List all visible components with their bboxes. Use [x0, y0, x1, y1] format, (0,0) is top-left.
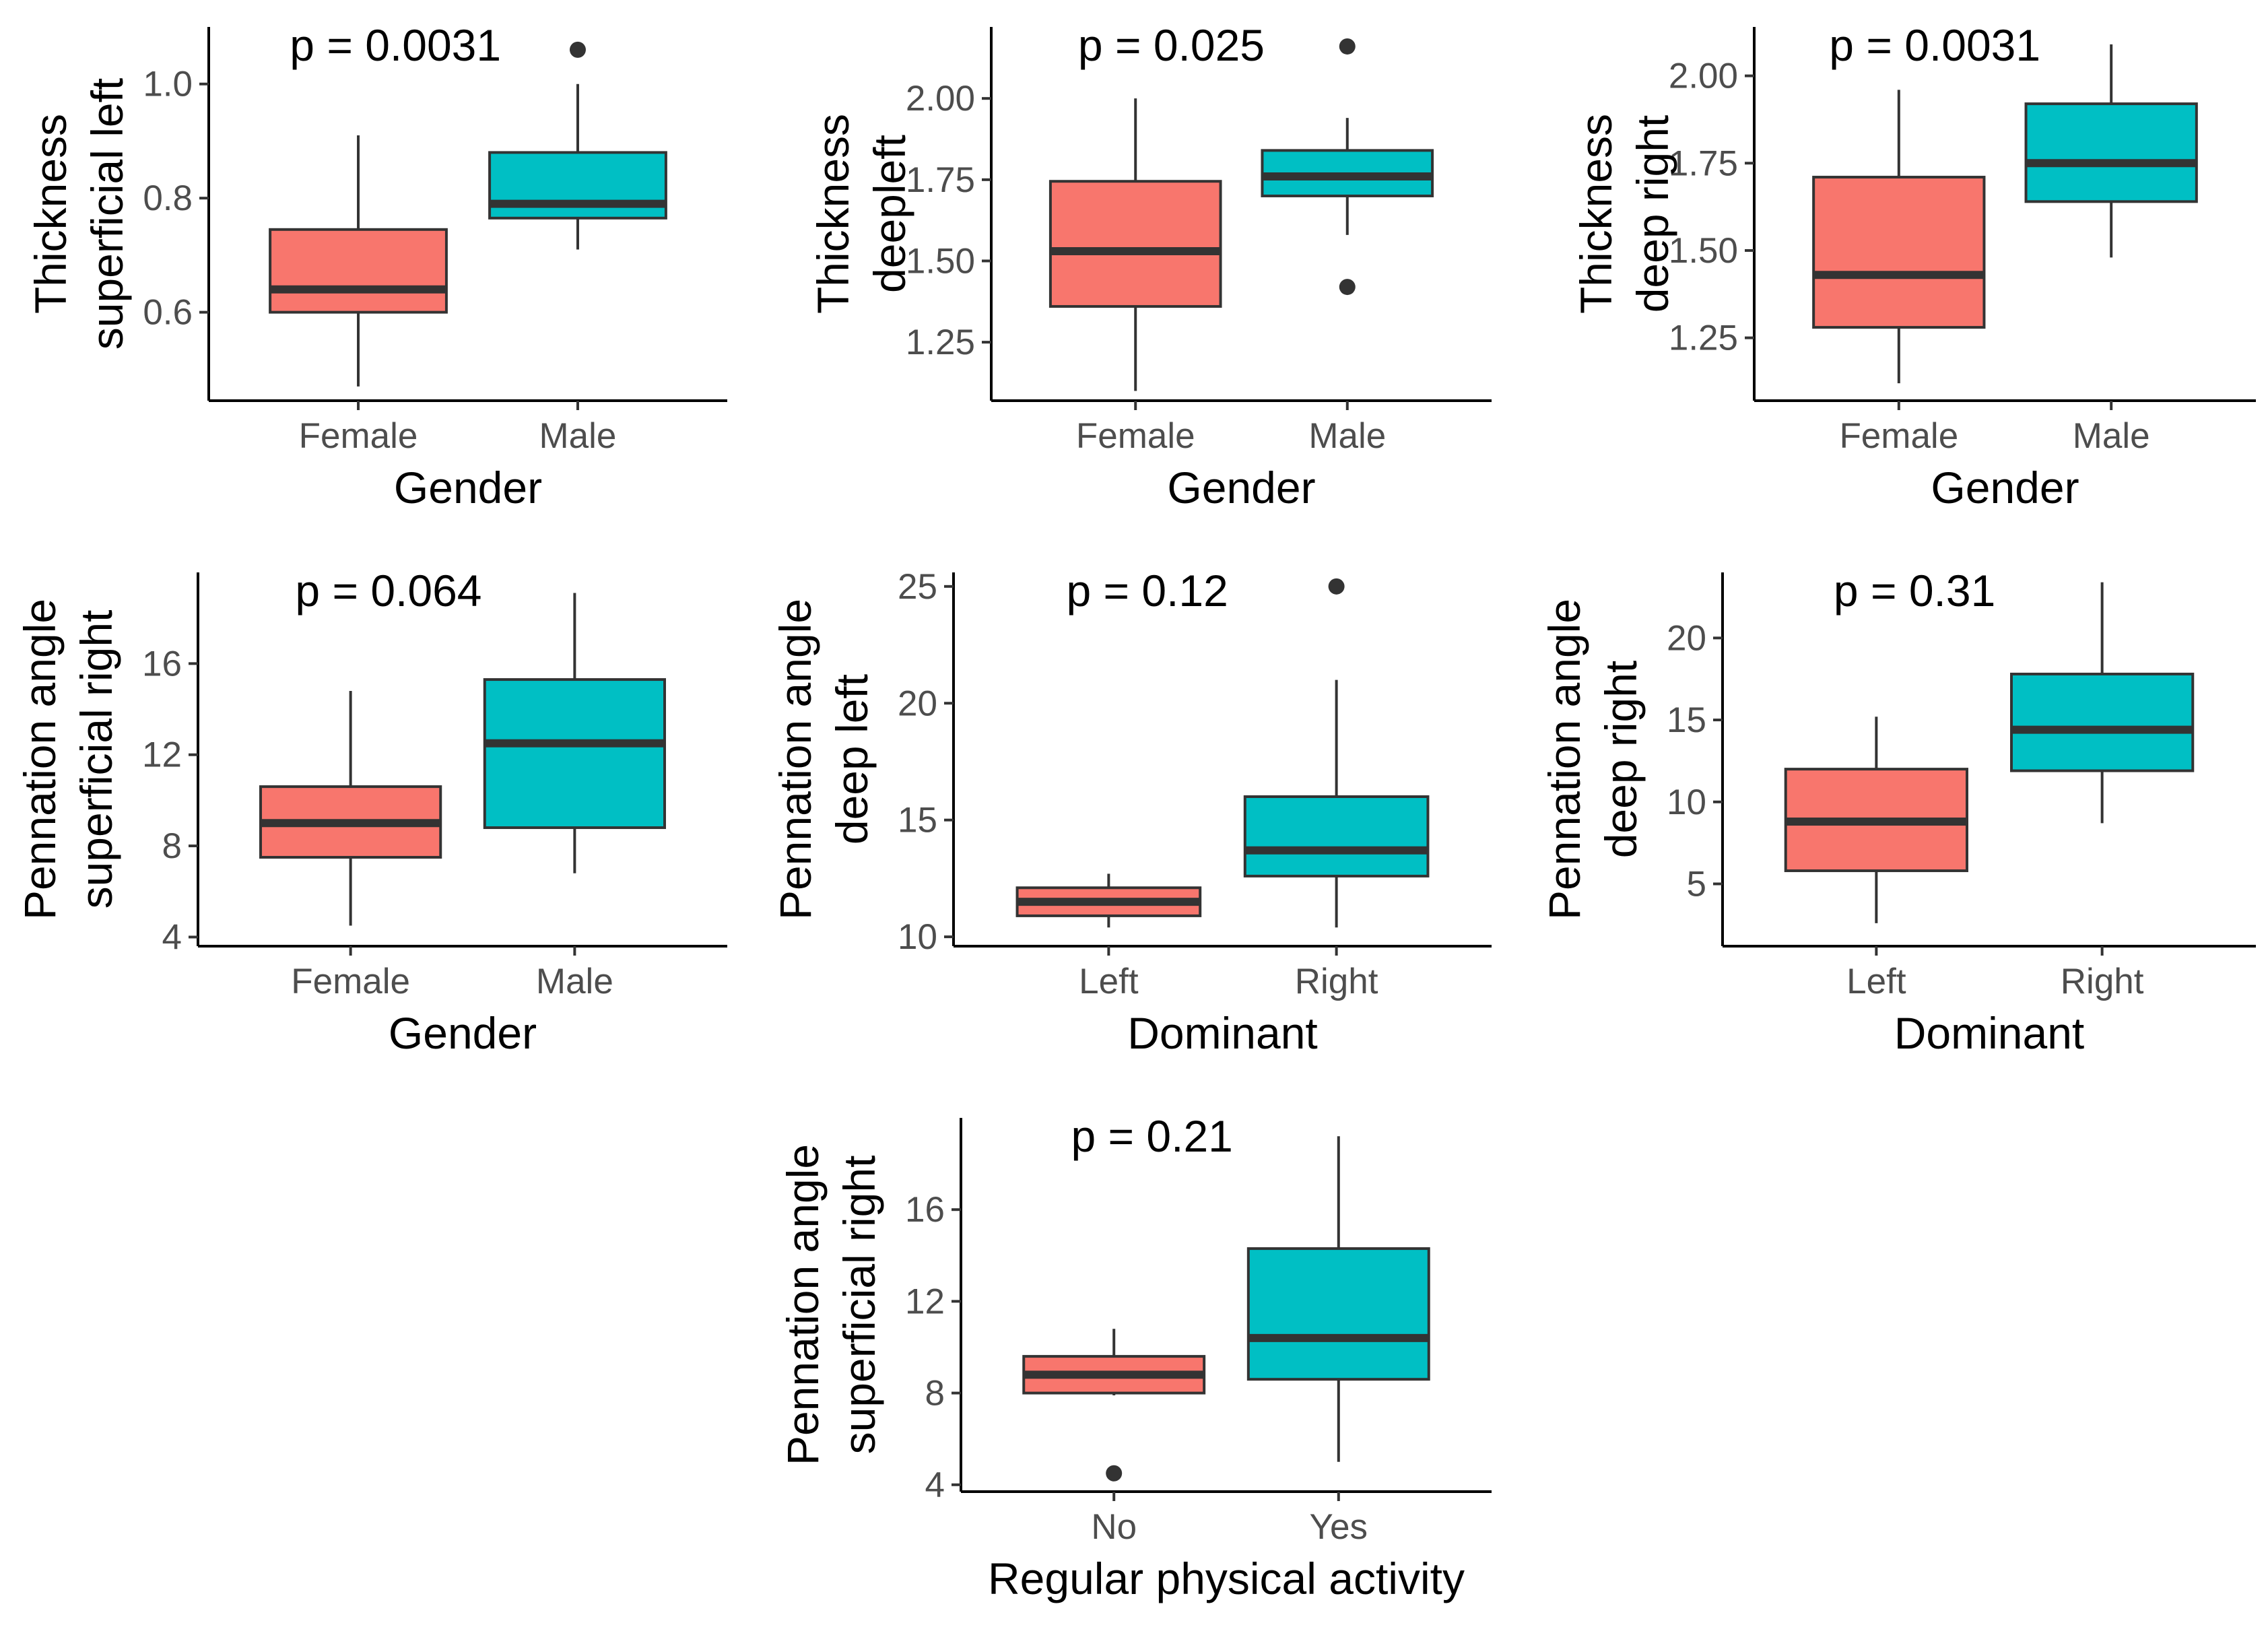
y-axis-title-line: deep left [827, 674, 877, 844]
panel-6: 5 10 15 20 Left Right Dominant Pennation angle d… [1539, 566, 2256, 1058]
x-axis-title: Gender [394, 463, 542, 512]
panel-4: 4 8 12 16 Female Male Gender Pennation angle sup… [15, 566, 727, 1058]
y-tick-label: 1.0 [143, 65, 193, 104]
x-tick-label: Right [2061, 962, 2144, 1001]
box-female [269, 228, 448, 314]
panel-7: 4 8 12 16 No Yes Regular physical activity Penn… [778, 1111, 1492, 1603]
y-tick-label: 15 [1667, 700, 1706, 740]
outlier-point [1339, 279, 1356, 296]
y-tick-label: 16 [905, 1190, 945, 1230]
y-axis-title: Pennation angle deep right [1539, 599, 1646, 920]
box-yes [1246, 1247, 1430, 1381]
box-male [483, 678, 666, 830]
y-axis-title: Pennation angle superficial right [15, 599, 121, 920]
y-axis-title-line: superficial right [834, 1156, 884, 1455]
box-male [488, 151, 667, 220]
y-tick-label: 2.00 [1669, 57, 1738, 96]
p-value-label: p = 0.31 [1834, 566, 1995, 616]
y-tick-label: 12 [142, 735, 182, 775]
x-tick-label: Female [291, 962, 410, 1001]
y-axis-title-line: deep right [1596, 661, 1646, 859]
y-axis-title-line: Pennation angle [15, 599, 65, 920]
y-tick-label: 12 [905, 1282, 945, 1321]
y-tick-label: 8 [925, 1374, 945, 1414]
y-tick-label: 15 [898, 801, 937, 840]
outlier-point [1328, 578, 1345, 595]
y-axis-title: Pennation angle deep left [770, 599, 877, 920]
y-tick-label: 1.75 [1669, 143, 1738, 183]
x-tick-label: Left [1079, 962, 1139, 1001]
box-female [1812, 176, 1986, 329]
y-tick-label: 10 [898, 917, 937, 957]
outlier-point [1106, 1465, 1123, 1482]
y-axis-title: Pennation angle superficial right [778, 1144, 884, 1465]
y-tick-label: 20 [898, 684, 937, 723]
y-axis-title: Thickness deepleft [808, 114, 914, 314]
x-axis-title: Gender [1931, 463, 2079, 512]
panel-2: 1.25 1.50 1.75 2.00 Female Male Gender Thicknes… [808, 20, 1492, 512]
y-tick-label: 25 [898, 567, 937, 607]
y-tick-label: 1.25 [1669, 319, 1738, 358]
p-value-label: p = 0.025 [1078, 20, 1265, 70]
y-tick-label: 0.8 [143, 178, 193, 218]
y-tick-label: 1.50 [906, 241, 975, 281]
p-value-label: p = 0.0031 [1829, 20, 2040, 70]
y-axis-title-line: Thickness [808, 114, 858, 314]
x-tick-label: No [1091, 1507, 1137, 1547]
x-tick-label: Male [539, 416, 617, 456]
x-tick-label: Left [1846, 962, 1906, 1001]
y-tick-label: 1.75 [906, 160, 975, 200]
x-tick-label: Yes [1310, 1507, 1368, 1547]
p-value-label: p = 0.0031 [290, 20, 501, 70]
y-axis-title-line: Pennation angle [778, 1144, 828, 1465]
y-axis-title-line: Thickness [1571, 114, 1621, 314]
panel-3: 1.25 1.50 1.75 2.00 Female Male Gender Thicknes… [1571, 20, 2256, 512]
y-axis-title-line: superficial left [82, 78, 132, 350]
y-tick-label: 16 [142, 644, 182, 684]
y-tick-label: 0.6 [143, 293, 193, 333]
panel-5: 10 15 20 25 Left Right Dominant Pennation angle… [770, 566, 1492, 1058]
x-axis-title: Gender [389, 1008, 537, 1058]
p-value-label: p = 0.21 [1071, 1111, 1232, 1161]
outlier-point [1339, 38, 1356, 55]
x-tick-label: Right [1295, 962, 1378, 1001]
x-tick-label: Male [536, 962, 613, 1001]
p-value-label: p = 0.064 [295, 566, 481, 616]
x-axis-title: Dominant [1894, 1008, 2084, 1058]
y-tick-label: 10 [1667, 783, 1706, 822]
y-tick-label: 4 [925, 1465, 945, 1505]
y-axis-title-line: Thickness [26, 114, 75, 314]
y-axis-title: Thickness deep right [1571, 114, 1677, 314]
box-right [1243, 795, 1430, 877]
x-axis-title: Dominant [1127, 1008, 1317, 1058]
x-tick-label: Male [1308, 416, 1386, 456]
panel-1: 0.6 0.8 1.0 Female Male Gender Thickness superf… [26, 20, 727, 512]
y-tick-label: 4 [162, 917, 182, 957]
outlier-point [569, 41, 586, 58]
y-axis-title-line: Pennation angle [770, 599, 820, 920]
x-tick-label: Female [1076, 416, 1195, 456]
y-axis-title: Thickness superficial left [26, 78, 132, 350]
y-tick-label: 1.50 [1669, 231, 1738, 271]
y-tick-label: 5 [1687, 865, 1706, 904]
y-axis-title-line: deepleft [865, 135, 914, 293]
box-female [1048, 180, 1222, 308]
x-tick-label: Female [1839, 416, 1958, 456]
y-axis-title-line: deep right [1628, 115, 1677, 313]
x-tick-label: Male [2073, 416, 2150, 456]
p-value-label: p = 0.12 [1066, 566, 1228, 616]
y-tick-label: 8 [162, 826, 182, 866]
y-axis-title-line: Pennation angle [1539, 599, 1589, 920]
x-axis-title: Gender [1167, 463, 1315, 512]
x-axis-title: Regular physical activity [988, 1554, 1465, 1603]
y-axis-title-line: superficial right [71, 610, 121, 909]
box-right [2010, 672, 2195, 772]
box-male [2024, 102, 2198, 203]
y-tick-label: 20 [1667, 618, 1706, 658]
y-tick-label: 2.00 [906, 79, 975, 119]
x-tick-label: Female [299, 416, 418, 456]
y-tick-label: 1.25 [906, 323, 975, 362]
